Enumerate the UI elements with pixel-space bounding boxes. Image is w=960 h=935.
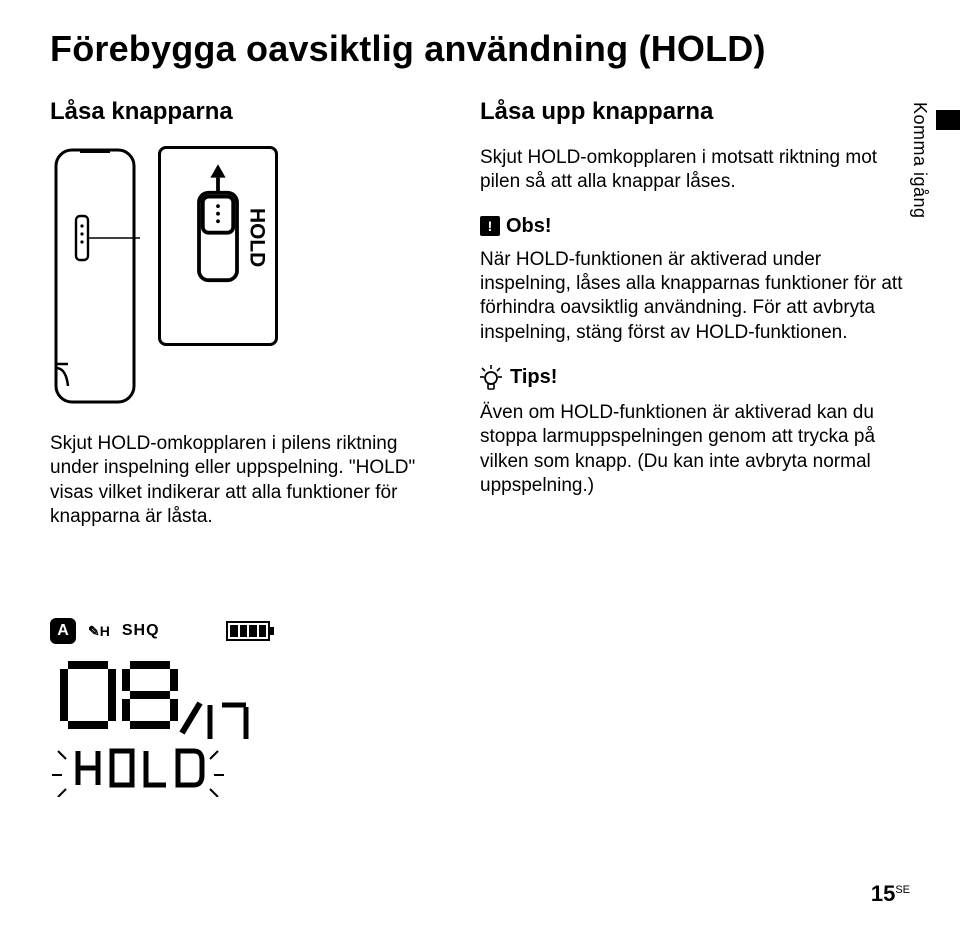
note-icon: ! — [480, 216, 500, 236]
tips-heading: Tips! — [480, 365, 910, 391]
lightbulb-icon — [480, 365, 502, 391]
obs-label: Obs! — [506, 215, 552, 238]
lock-illustration: HOLD — [50, 146, 450, 406]
lcd-folder-badge: A — [50, 618, 76, 644]
lcd-display-icon: A ✎H SHQ — [50, 615, 270, 795]
right-subhead: Låsa upp knapparna — [480, 98, 910, 126]
lcd-segments-icon — [50, 647, 270, 797]
device-outline-icon — [50, 146, 140, 406]
section-tab-bar-icon — [936, 110, 960, 130]
lcd-mic-icon: ✎H — [88, 623, 110, 640]
page-title: Förebygga oavsiktlig användning (HOLD) — [50, 28, 910, 70]
tips-body-text: Även om HOLD-funktionen är aktiverad kan… — [480, 401, 910, 498]
tips-label: Tips! — [510, 366, 557, 389]
right-intro-text: Skjut HOLD-omkopplaren i motsatt riktnin… — [480, 146, 910, 195]
battery-icon — [226, 621, 270, 641]
lcd-mode: SHQ — [122, 622, 160, 640]
hold-callout-icon: HOLD — [158, 146, 278, 346]
obs-heading: ! Obs! — [480, 215, 910, 238]
hold-label: HOLD — [245, 208, 268, 267]
section-label: Komma igång — [909, 102, 930, 219]
left-subhead: Låsa knapparna — [50, 98, 450, 126]
obs-body-text: När HOLD-funktionen är aktiverad under i… — [480, 248, 910, 345]
left-body-text: Skjut HOLD-omkopplaren i pilens riktning… — [50, 432, 450, 529]
section-side-tab: Komma igång — [909, 102, 960, 219]
page-number: 15SE — [871, 881, 910, 907]
